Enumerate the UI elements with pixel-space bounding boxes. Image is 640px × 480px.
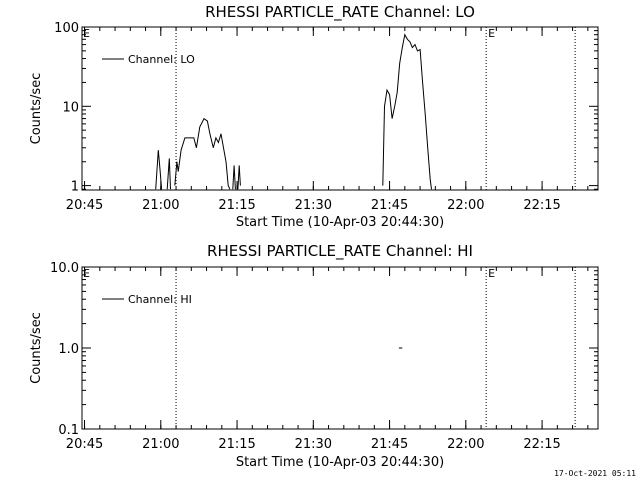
panel2-corner-marker: E bbox=[83, 267, 90, 280]
panel1-series-line bbox=[382, 33, 432, 190]
panel1-series-line bbox=[232, 165, 236, 190]
panel1-axes-frame bbox=[81, 26, 599, 191]
panel1-y-tick-label: 100 bbox=[54, 21, 79, 36]
panel2-axes-frame bbox=[81, 266, 599, 430]
panel1-legend-label: Channel: LO bbox=[128, 53, 195, 66]
panel1-y-tick-label: 10 bbox=[62, 100, 79, 115]
panel2-y-tick-label: 10.0 bbox=[50, 261, 79, 276]
panel2-x-tick-label: 20:45 bbox=[66, 437, 103, 452]
panel2-x-tick-label: 21:15 bbox=[218, 437, 255, 452]
panel2-y-axis-label: Counts/sec bbox=[29, 312, 44, 384]
panel1-x-axis-label: Start Time (10-Apr-03 20:44:30) bbox=[236, 215, 444, 230]
panel2-y-tick-label: 0.1 bbox=[58, 423, 79, 438]
panel1-x-tick-label: 21:00 bbox=[142, 198, 179, 213]
panel1-series-line bbox=[166, 158, 171, 190]
panel1-y-axis-label: Counts/sec bbox=[29, 73, 44, 145]
panel1-series-line bbox=[155, 150, 163, 190]
timestamp-label: 17-Oct-2021 05:11 bbox=[554, 469, 636, 478]
panel2-x-axis-label: Start Time (10-Apr-03 20:44:30) bbox=[236, 455, 444, 470]
panel1-x-tick-label: 21:30 bbox=[295, 198, 332, 213]
panel1-series-line bbox=[237, 165, 241, 190]
panel1-time-marker-label: E bbox=[488, 27, 495, 40]
panel1-y-tick-label: 1 bbox=[71, 180, 79, 195]
panel1-x-tick-label: 21:45 bbox=[371, 198, 408, 213]
panel1-x-tick-label: 22:00 bbox=[447, 198, 484, 213]
panel2-x-tick-label: 21:00 bbox=[142, 437, 179, 452]
panel2-y-tick-label: 1.0 bbox=[58, 342, 79, 357]
panel1-corner-marker: E bbox=[83, 27, 90, 40]
panel2-x-tick-label: 22:15 bbox=[523, 437, 560, 452]
panel2-x-tick-label: 21:30 bbox=[295, 437, 332, 452]
panel1-x-tick-label: 22:15 bbox=[523, 198, 560, 213]
panel2-title: RHESSI PARTICLE_RATE Channel: HI bbox=[207, 242, 473, 261]
panel1-x-tick-label: 20:45 bbox=[66, 198, 103, 213]
panel2-legend-label: Channel: HI bbox=[128, 293, 192, 306]
panel1-title: RHESSI PARTICLE_RATE Channel: LO bbox=[205, 3, 475, 22]
panel1-x-tick-label: 21:15 bbox=[218, 198, 255, 213]
panel2-time-marker-label: E bbox=[488, 267, 495, 280]
panel2-x-tick-label: 21:45 bbox=[371, 437, 408, 452]
panel1-series-line bbox=[174, 117, 231, 190]
panel2-x-tick-label: 22:00 bbox=[447, 437, 484, 452]
